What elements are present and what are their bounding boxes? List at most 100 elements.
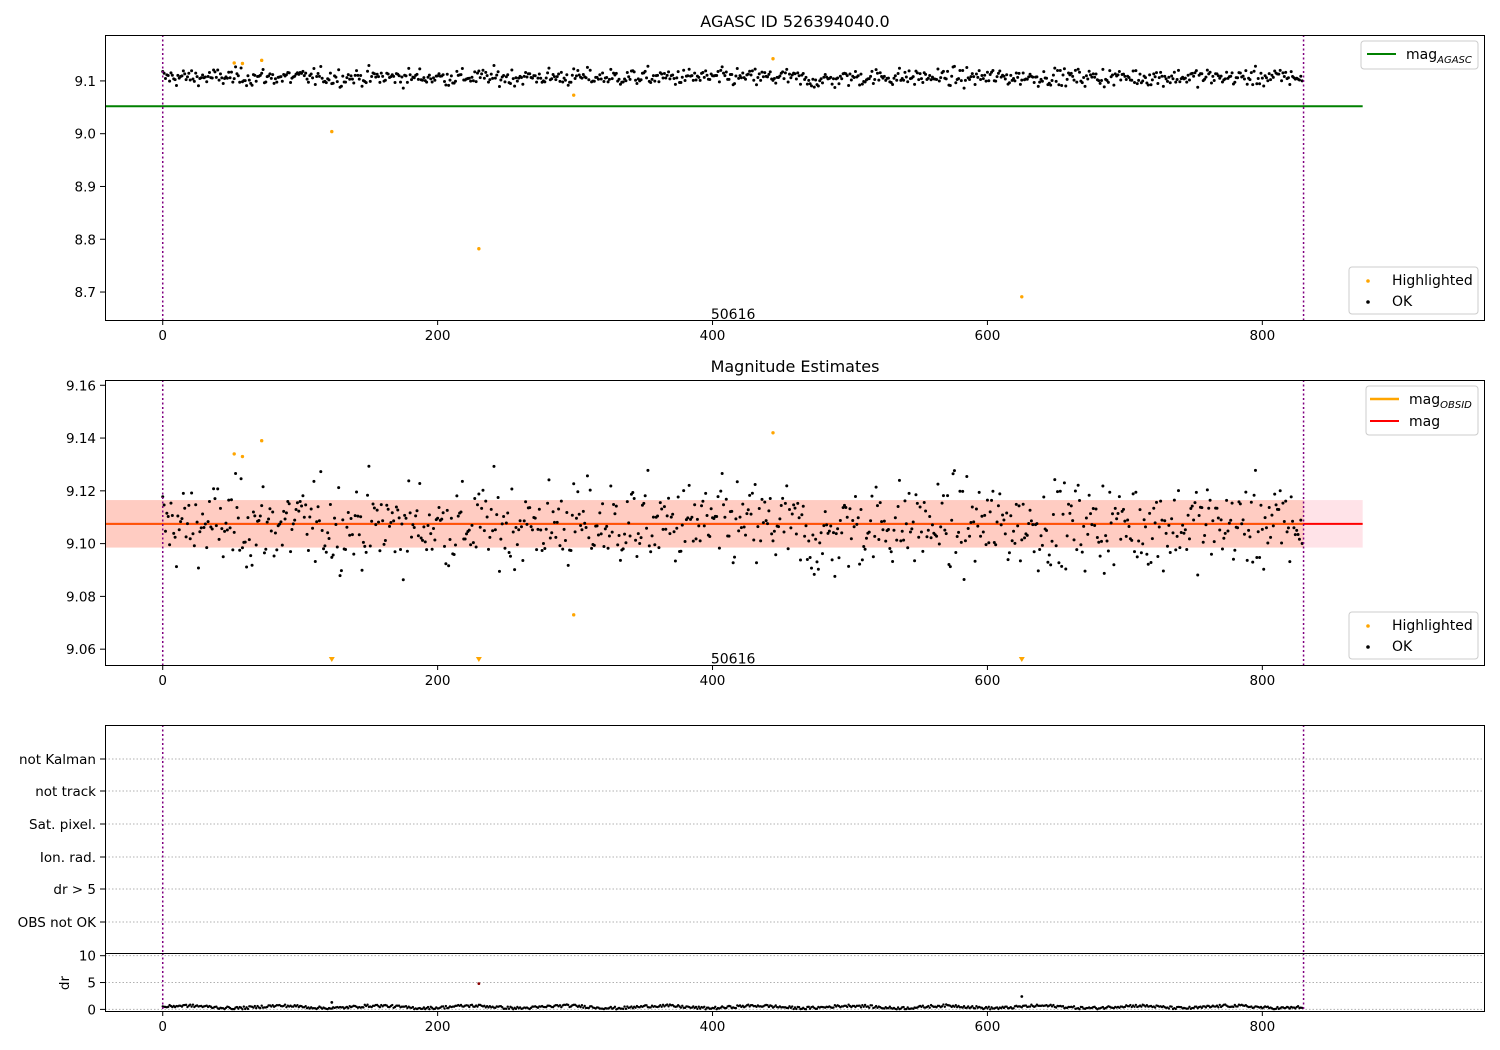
ok-point: [944, 77, 948, 81]
panel-1-obsid-label: 50616: [711, 307, 756, 323]
ok-point: [723, 74, 727, 78]
ok-point: [1223, 77, 1227, 81]
ok-point: [1176, 68, 1180, 72]
ok-point: [860, 558, 864, 562]
ok-point: [1087, 69, 1091, 73]
ok-point: [360, 84, 364, 88]
ok-point: [188, 537, 192, 541]
ok-point: [513, 84, 517, 88]
ok-point: [1073, 68, 1077, 72]
ok-point: [896, 504, 900, 508]
ok-point: [639, 536, 643, 540]
ok-point: [478, 76, 482, 80]
ok-point: [636, 532, 640, 536]
ok-point: [399, 548, 403, 552]
ok-point: [917, 535, 921, 539]
ok-point: [973, 559, 977, 563]
dr-point: [1236, 1005, 1239, 1008]
ok-point: [1255, 82, 1259, 86]
ok-point: [173, 78, 177, 82]
ok-point: [287, 71, 291, 75]
dr-point: [905, 1007, 908, 1011]
ok-point: [940, 501, 944, 505]
dr-point: [1204, 1006, 1208, 1009]
ok-point: [269, 529, 273, 533]
dr-point: [868, 1006, 871, 1009]
ok-point: [618, 558, 622, 562]
ok-point: [166, 74, 170, 78]
ok-point: [570, 73, 574, 77]
ok-point: [1111, 73, 1115, 77]
ok-point: [880, 520, 884, 524]
ok-point: [871, 82, 875, 86]
dr-point: [943, 1005, 947, 1008]
panel-4-ylabel: dr: [57, 975, 73, 990]
ok-point: [436, 516, 440, 520]
ok-point: [987, 79, 991, 83]
ok-point: [687, 483, 691, 487]
ok-point: [1061, 73, 1065, 77]
ok-point: [195, 75, 199, 79]
ok-point: [783, 71, 787, 75]
ok-point: [566, 563, 570, 567]
ok-point: [627, 75, 631, 79]
ok-point: [305, 532, 309, 536]
ok-point: [353, 514, 357, 518]
ok-point: [757, 507, 761, 511]
dr-point: [940, 1005, 944, 1008]
ok-point: [366, 493, 370, 497]
ok-point: [588, 68, 592, 72]
ok-point: [324, 550, 328, 554]
dr-point: [623, 1005, 626, 1008]
ok-point: [908, 530, 912, 534]
ok-point: [1002, 74, 1006, 78]
ok-point: [1270, 513, 1274, 517]
ok-point: [811, 77, 815, 81]
ok-point: [966, 527, 970, 531]
ok-point: [1170, 517, 1174, 521]
ok-point: [443, 544, 447, 548]
ok-point: [316, 505, 320, 509]
ok-point: [497, 84, 501, 88]
ok-point: [456, 514, 460, 518]
dr-point: [895, 1008, 898, 1011]
ok-point: [772, 529, 776, 533]
ok-point: [268, 72, 272, 76]
ok-point: [1071, 519, 1075, 523]
ok-point: [557, 72, 561, 76]
ok-point: [886, 527, 890, 531]
ok-point: [293, 74, 297, 78]
dr-point: [1054, 1006, 1058, 1009]
ok-point: [372, 506, 376, 510]
ok-point: [316, 72, 320, 76]
ok-point: [1192, 518, 1196, 522]
panel-4-plot-area: [105, 953, 1485, 1011]
ok-point: [878, 71, 882, 75]
dr-point: [667, 1005, 670, 1008]
ok-point: [1016, 524, 1020, 528]
ok-point: [1072, 78, 1076, 82]
ok-point: [717, 80, 721, 84]
y-tick-label: 9.1: [75, 74, 96, 90]
dr-point: [189, 1003, 192, 1006]
ok-point: [1182, 531, 1186, 535]
ok-point: [581, 509, 585, 513]
ok-point: [724, 497, 728, 501]
ok-point: [1251, 83, 1255, 87]
ok-point: [480, 72, 484, 76]
y-tick-label: 9.10: [66, 537, 96, 553]
ok-point: [812, 85, 816, 89]
ok-point: [925, 535, 929, 539]
ok-point: [822, 524, 826, 528]
ok-point: [1038, 547, 1042, 551]
ok-point: [504, 521, 508, 525]
ok-point: [433, 78, 437, 82]
ok-point: [305, 77, 309, 81]
ok-point: [906, 80, 910, 84]
x-tick-label: 400: [700, 673, 726, 689]
ok-point: [888, 547, 892, 551]
panel-2-title: Magnitude Estimates: [711, 357, 880, 376]
ok-point: [750, 69, 754, 73]
ok-point: [672, 530, 676, 534]
ok-point: [770, 532, 774, 536]
